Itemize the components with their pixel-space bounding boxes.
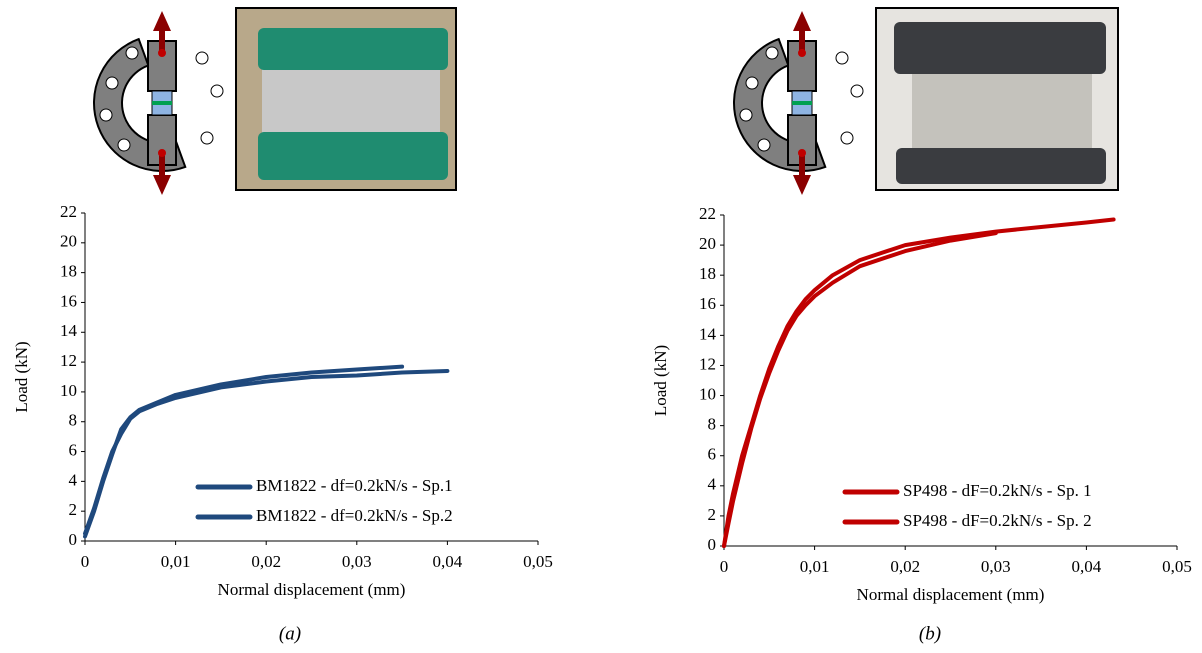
y-axis-label: Load (kN)	[12, 341, 31, 412]
x-tick-label: 0	[720, 557, 729, 576]
specimen-photo	[235, 7, 457, 191]
y-tick-label: 22	[60, 202, 77, 221]
x-axis-label: Normal displacement (mm)	[218, 580, 406, 599]
y-tick-label: 4	[69, 470, 78, 489]
x-tick-label: 0,05	[523, 552, 553, 571]
legend-label: SP498 - dF=0.2kN/s - Sp. 2	[903, 511, 1092, 530]
specimen-photo	[875, 7, 1119, 191]
y-tick-label: 6	[69, 440, 78, 459]
y-tick-label: 20	[60, 232, 77, 251]
legend-label: BM1822 - df=0.2kN/s - Sp.1	[256, 476, 453, 495]
y-tick-label: 8	[69, 411, 78, 430]
y-tick-label: 6	[708, 445, 717, 464]
y-tick-label: 2	[708, 505, 717, 524]
y-tick-label: 12	[60, 351, 77, 370]
x-tick-label: 0,04	[433, 552, 463, 571]
y-tick-label: 0	[708, 535, 717, 554]
x-tick-label: 0,02	[251, 552, 281, 571]
y-tick-label: 10	[60, 381, 77, 400]
x-tick-label: 0,05	[1162, 557, 1192, 576]
grip-diagram	[73, 10, 224, 196]
data-line	[722, 231, 998, 548]
y-tick-label: 10	[699, 384, 716, 403]
x-tick-label: 0,01	[161, 552, 191, 571]
y-axis-label: Load (kN)	[651, 345, 670, 416]
x-tick-label: 0,04	[1072, 557, 1102, 576]
y-tick-label: 22	[699, 204, 716, 223]
y-tick-label: 16	[699, 294, 716, 313]
y-tick-label: 18	[699, 264, 716, 283]
y-tick-label: 14	[699, 324, 717, 343]
y-tick-label: 20	[699, 234, 716, 253]
legend-label: BM1822 - df=0.2kN/s - Sp.2	[256, 506, 453, 525]
x-axis-label: Normal displacement (mm)	[857, 585, 1045, 604]
data-line	[83, 369, 450, 536]
y-tick-label: 8	[708, 415, 717, 434]
x-tick-label: 0,01	[800, 557, 830, 576]
y-tick-label: 18	[60, 262, 77, 281]
x-tick-label: 0,03	[342, 552, 372, 571]
caption: (b)	[919, 623, 941, 644]
legend-label: SP498 - dF=0.2kN/s - Sp. 1	[903, 481, 1092, 500]
y-tick-label: 16	[60, 291, 77, 310]
y-tick-label: 4	[708, 475, 717, 494]
caption: (a)	[279, 623, 301, 644]
y-tick-label: 2	[69, 500, 78, 519]
x-tick-label: 0,02	[890, 557, 920, 576]
x-tick-label: 0	[81, 552, 90, 571]
x-tick-label: 0,03	[981, 557, 1011, 576]
y-tick-label: 14	[60, 321, 78, 340]
y-tick-label: 12	[699, 354, 716, 373]
y-tick-label: 0	[69, 530, 78, 549]
grip-diagram	[713, 10, 864, 196]
